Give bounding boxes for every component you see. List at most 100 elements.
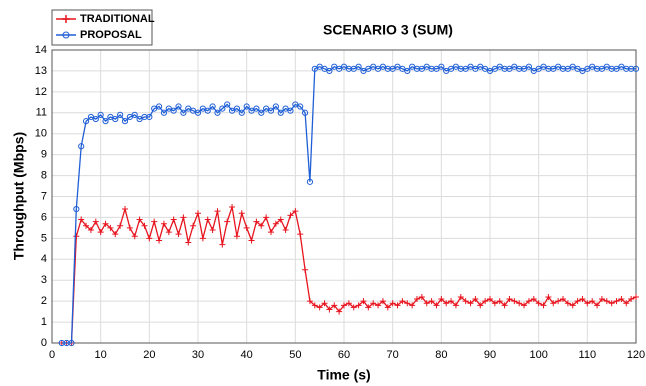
x-tick-label: 90 [484,349,496,361]
marker [370,300,377,307]
marker [194,109,202,116]
marker [78,143,85,150]
legend-box [51,9,153,46]
y-tick-label: 2 [41,295,47,307]
x-tick-label: 80 [435,349,447,361]
marker [365,304,372,311]
marker [253,218,260,225]
marker [258,222,265,229]
marker [326,67,333,75]
marker [233,105,241,112]
marker [146,235,153,242]
marker [428,298,435,305]
marker [608,300,615,307]
marker [224,218,231,225]
marker [467,300,474,307]
marker [487,296,493,303]
marker [224,101,231,108]
marker [175,103,182,110]
marker [131,111,138,118]
marker [170,216,177,223]
marker [545,293,552,300]
y-tick-label: 1 [41,316,47,328]
marker [584,300,591,307]
marker [282,226,289,233]
marker [92,218,99,225]
marker [136,216,143,223]
marker [219,241,226,248]
marker [384,304,391,311]
marker [102,220,109,227]
marker [272,220,279,227]
marker [302,266,309,273]
legend-label: PROPOSAL [80,29,142,41]
marker [238,210,245,217]
marker [122,206,128,213]
marker [496,298,503,305]
marker [214,208,221,215]
legend-label: TRADITIONAL [80,13,155,25]
marker [443,300,450,307]
x-tick-label: 100 [529,349,547,361]
marker [448,298,455,305]
marker [292,208,299,215]
marker [68,339,75,347]
marker [355,302,362,309]
marker [219,105,226,112]
marker [301,109,309,116]
y-axis-label: Throughput (Mbps) [11,132,27,260]
marker [160,109,168,116]
marker [141,222,148,229]
marker [632,65,640,72]
marker [287,212,294,219]
y-tick-label: 0 [41,337,47,349]
marker [389,300,396,307]
y-tick-label: 11 [36,107,47,119]
marker [190,222,197,229]
marker [180,214,187,221]
marker [404,67,411,75]
marker [156,237,163,244]
marker [375,302,382,309]
marker [477,302,484,309]
marker [102,118,109,125]
marker [82,118,90,125]
y-tick-label: 10 [35,128,47,140]
marker [146,113,153,121]
marker [462,298,469,305]
marker [297,231,304,238]
marker [233,233,240,240]
y-tick-label: 6 [41,211,47,223]
marker [195,210,201,217]
marker [185,239,192,246]
x-tick-label: 10 [95,349,107,361]
marker [117,222,124,229]
marker [155,103,163,110]
x-tick-label: 20 [143,349,155,361]
marker [229,203,236,210]
marker [311,302,318,309]
marker [107,224,114,231]
marker [253,105,260,112]
marker [603,298,610,305]
marker [258,109,265,116]
marker [112,231,119,238]
y-tick-label: 3 [41,274,47,286]
marker [131,233,138,240]
marker [204,216,211,223]
marker [579,296,586,303]
marker [404,300,411,307]
marker [360,298,367,305]
marker [73,233,80,240]
marker [326,306,333,313]
marker [423,300,430,307]
marker [472,296,479,303]
marker [78,216,85,223]
marker [613,298,620,305]
x-tick-label: 120 [627,349,645,361]
marker [306,178,314,185]
legend-marker [62,31,70,39]
marker [268,229,274,236]
marker [97,229,104,236]
